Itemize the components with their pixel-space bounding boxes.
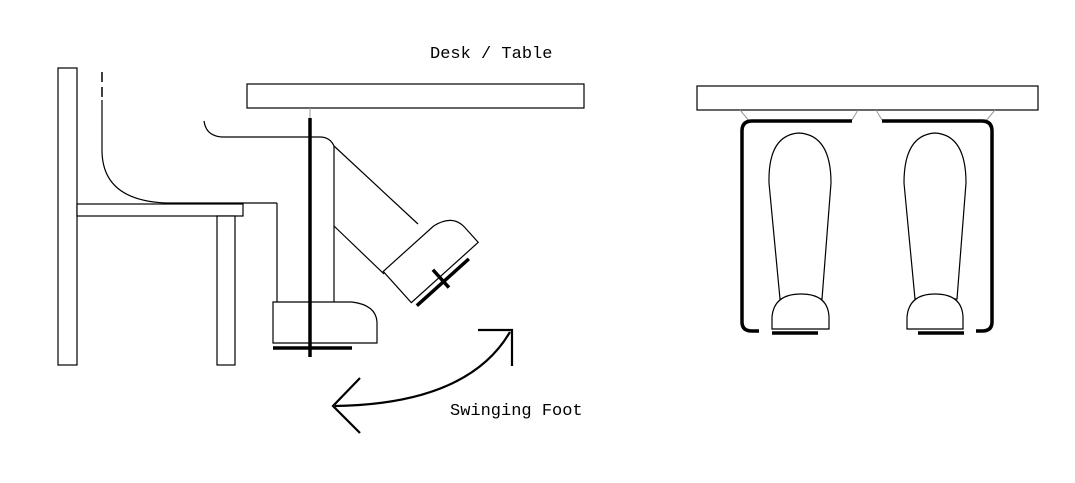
desk-label: Desk / Table <box>430 45 552 64</box>
hanger-right-inner <box>875 109 883 121</box>
back-and-seat-curve <box>101 100 243 204</box>
swing-arrow-head-left <box>331 377 361 434</box>
swing-arrow <box>331 328 514 434</box>
desk-front <box>696 85 1039 111</box>
swinging-foot-label: Swinging Foot <box>450 402 583 421</box>
swinging-leg <box>333 145 480 308</box>
swinging-foot-post <box>431 268 451 289</box>
swing-leg-lower <box>333 225 385 275</box>
swing-leg-upper <box>333 145 419 225</box>
front-foot-left <box>771 293 830 330</box>
frame-right <box>882 119 994 333</box>
swinging-foot <box>382 219 480 308</box>
side-view: Desk / Table Swinging Foot <box>57 45 585 434</box>
person-body <box>101 72 378 350</box>
front-view <box>696 85 1039 335</box>
front-leg-right <box>903 132 967 335</box>
hanger-left-inner <box>851 109 859 121</box>
front-leg-left <box>768 132 832 335</box>
resting-foot <box>272 301 378 344</box>
front-foot-right <box>906 293 964 330</box>
desk-side <box>246 83 585 109</box>
front-leg-right-shin <box>903 132 967 300</box>
chair-seat <box>76 203 244 217</box>
chair-front-leg <box>216 215 236 366</box>
chair <box>57 67 244 366</box>
swing-arrow-arc <box>334 331 511 408</box>
chair-back-post <box>57 67 78 366</box>
thigh-upper <box>203 120 335 147</box>
swinging-foot-shape <box>382 219 480 304</box>
front-leg-left-shin <box>768 132 832 300</box>
frame-left <box>740 119 852 333</box>
swing-arrow-head-right <box>478 328 514 366</box>
